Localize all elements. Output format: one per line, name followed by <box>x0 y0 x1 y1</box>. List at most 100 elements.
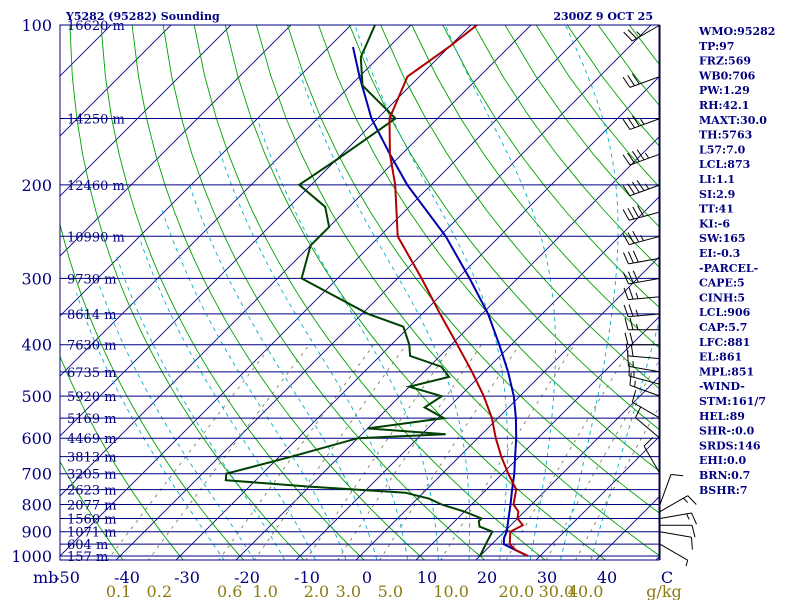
temperature-trace <box>388 25 529 557</box>
barb-flag <box>636 180 645 191</box>
wind-barb <box>623 287 661 301</box>
height-label: 9730 m <box>67 272 117 287</box>
height-label: 6735 m <box>67 366 117 381</box>
dry-adiabat-grid <box>60 25 659 560</box>
isotherm-line <box>60 25 472 437</box>
dry-adiabat-line <box>162 25 486 560</box>
height-label: 5920 m <box>67 390 117 405</box>
temperature-tick-label: 40 <box>597 568 617 587</box>
moist-adiabat-line <box>560 25 619 560</box>
height-label: 4469 m <box>67 432 117 447</box>
barb-staff <box>628 313 661 318</box>
height-label: 2077 m <box>67 499 117 514</box>
barb-staff <box>628 277 661 285</box>
wind-barb <box>628 363 661 385</box>
barb-flag <box>628 287 634 300</box>
height-label: 1071 m <box>67 526 117 541</box>
isotherm-line <box>355 256 659 560</box>
height-label: 3205 m <box>67 468 117 483</box>
height-label: 604 m <box>67 538 108 553</box>
pressure-label: 500 <box>21 387 52 406</box>
mixing-ratio-line <box>575 406 659 560</box>
index-line: SHR-:0.0 <box>699 425 755 438</box>
mixing-ratio-label: 0.1 <box>106 582 131 600</box>
index-line: LI:1.1 <box>699 173 735 186</box>
temperature-tick-label: C <box>661 568 673 587</box>
wind-barb <box>629 372 661 397</box>
barb-flag <box>627 75 636 86</box>
wind-barbs <box>622 24 698 567</box>
barb-flag <box>622 76 631 88</box>
moist-adiabat-line <box>189 184 378 560</box>
wind-barb <box>659 543 689 567</box>
isotherm-line <box>60 25 412 377</box>
isotherm-line <box>60 25 232 197</box>
index-line: EHI:0.0 <box>699 454 746 467</box>
index-line: WMO:95282 <box>698 25 775 38</box>
pressure-label: 800 <box>21 496 52 515</box>
barb-flag <box>631 115 640 127</box>
barb-flag <box>622 185 631 197</box>
index-line: PW:1.29 <box>699 84 750 97</box>
mixing-ratio-line <box>218 344 375 560</box>
pressure-label: 700 <box>21 465 52 484</box>
dry-adiabat-line <box>287 25 659 514</box>
height-label: 8614 m <box>67 308 117 323</box>
index-line: WB0:706 <box>698 69 756 82</box>
barb-flag <box>637 205 645 217</box>
isotherm-line <box>175 76 659 560</box>
dry-adiabat-line <box>380 25 659 389</box>
barb-staff <box>659 495 688 513</box>
barb-half-flag <box>635 309 639 316</box>
barb-flag <box>627 183 636 195</box>
barb-flag <box>631 181 640 193</box>
temperature-tick-label: -40 <box>114 568 140 587</box>
barb-staff <box>628 235 661 246</box>
barb-flag <box>625 343 629 356</box>
index-line: RH:42.1 <box>699 99 749 112</box>
barb-half-flag <box>644 183 650 190</box>
temperature-tick-label: -10 <box>294 568 320 587</box>
barb-half-flag <box>636 31 642 37</box>
index-line: TT:41 <box>699 203 734 216</box>
barb-flag <box>627 251 634 264</box>
index-line: LFC:881 <box>699 336 750 349</box>
mixing-ratio-label: 0.2 <box>147 582 172 600</box>
index-line: SRDS:146 <box>699 439 761 452</box>
wind-barb <box>624 332 660 346</box>
mixing-ratio-line <box>253 344 407 560</box>
wind-barb <box>622 270 661 285</box>
barb-flag <box>627 353 629 367</box>
mixing-ratio-label: 5.0 <box>378 582 403 600</box>
barb-staff <box>632 24 661 42</box>
wind-barb <box>622 180 661 197</box>
barb-staff <box>635 417 661 439</box>
barb-flag <box>627 152 636 164</box>
barb-staff <box>628 257 661 265</box>
wind-barb <box>622 230 661 246</box>
index-line: TP:97 <box>699 40 734 53</box>
index-line: SW:165 <box>699 232 746 245</box>
wind-barb <box>659 495 697 513</box>
index-line: L57:7.0 <box>699 143 746 156</box>
barb-flag <box>635 406 642 418</box>
barb-half-flag <box>683 497 689 503</box>
temperature-tick-label: 30 <box>537 568 557 587</box>
dry-adiabat-line <box>442 25 659 308</box>
barb-flag <box>627 207 635 220</box>
wind-barb <box>631 390 661 419</box>
moist-adiabat-line <box>115 253 286 560</box>
height-label: 5169 m <box>67 412 117 427</box>
chart-title: Y5282 (95282) Sounding <box>65 10 220 23</box>
index-line: EL:861 <box>699 351 742 364</box>
barb-flag <box>670 473 684 477</box>
x-axis-unit: mb <box>33 568 58 587</box>
isotherm-line <box>295 196 659 560</box>
sounding-profiles <box>224 25 529 557</box>
mixing-ratio-label: 20.0 <box>499 582 535 600</box>
moist-adiabat-line <box>96 278 255 560</box>
barb-staff <box>659 474 672 505</box>
